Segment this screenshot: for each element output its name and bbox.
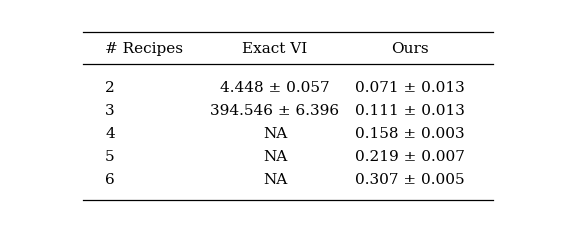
Text: Ours: Ours <box>391 42 429 56</box>
Text: 394.546 ± 6.396: 394.546 ± 6.396 <box>210 103 339 117</box>
Text: NA: NA <box>263 126 287 140</box>
Text: 4.448 ± 0.057: 4.448 ± 0.057 <box>220 80 330 94</box>
Text: 2: 2 <box>105 80 115 94</box>
Text: 0.219 ± 0.007: 0.219 ± 0.007 <box>355 149 465 163</box>
Text: 0.158 ± 0.003: 0.158 ± 0.003 <box>355 126 465 140</box>
Text: 3: 3 <box>105 103 115 117</box>
Text: # Recipes: # Recipes <box>105 42 183 56</box>
Text: 0.071 ± 0.013: 0.071 ± 0.013 <box>355 80 465 94</box>
Text: NA: NA <box>263 172 287 186</box>
Text: Exact VI: Exact VI <box>242 42 307 56</box>
Text: 6: 6 <box>105 172 115 186</box>
Text: 0.307 ± 0.005: 0.307 ± 0.005 <box>355 172 465 186</box>
Text: NA: NA <box>263 149 287 163</box>
Text: 0.111 ± 0.013: 0.111 ± 0.013 <box>355 103 465 117</box>
Text: 5: 5 <box>105 149 115 163</box>
Text: 4: 4 <box>105 126 115 140</box>
